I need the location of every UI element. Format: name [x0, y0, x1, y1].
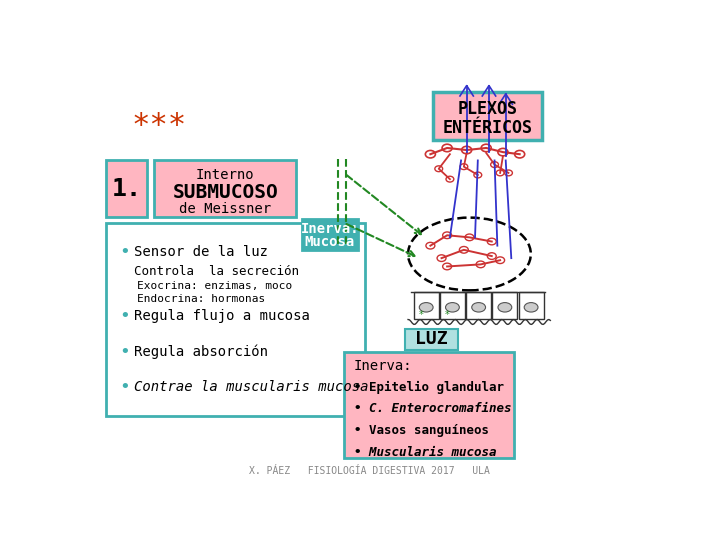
Ellipse shape [419, 302, 433, 312]
Text: Endocrina: hormonas: Endocrina: hormonas [138, 294, 266, 304]
Bar [414, 293, 438, 320]
Text: • Epitelio glandular: • Epitelio glandular [354, 381, 504, 394]
Text: 1.: 1. [112, 177, 142, 200]
FancyBboxPatch shape [154, 160, 297, 217]
FancyBboxPatch shape [405, 329, 458, 349]
Text: PLEXOS: PLEXOS [458, 99, 518, 118]
Text: ENTÉRICOS: ENTÉRICOS [443, 119, 533, 137]
Text: •: • [120, 307, 130, 326]
Bar [466, 293, 491, 320]
Text: Regula absorción: Regula absorción [133, 345, 268, 359]
Text: X. PÁEZ   FISIOLOGÍA DIGESTIVA 2017   ULA: X. PÁEZ FISIOLOGÍA DIGESTIVA 2017 ULA [248, 465, 490, 476]
Bar [492, 293, 518, 320]
Text: Inerva:: Inerva: [301, 221, 359, 235]
Text: Sensor de la luz: Sensor de la luz [133, 245, 268, 259]
Text: SUBMUCOSO: SUBMUCOSO [173, 183, 278, 202]
Text: Interno: Interno [196, 168, 255, 182]
Ellipse shape [498, 302, 512, 312]
Bar [518, 293, 544, 320]
Text: Controla  la secreción: Controla la secreción [133, 265, 299, 278]
Text: • C. Enterocromafines: • C. Enterocromafines [354, 402, 511, 415]
Ellipse shape [472, 302, 485, 312]
FancyBboxPatch shape [302, 219, 358, 250]
Text: •: • [120, 343, 130, 361]
FancyBboxPatch shape [106, 160, 148, 217]
Text: de Meissner: de Meissner [179, 202, 271, 216]
Bar [440, 293, 465, 320]
Text: •: • [120, 243, 130, 261]
FancyBboxPatch shape [344, 352, 514, 458]
Text: Mucosa: Mucosa [305, 235, 355, 249]
Text: Contrae la muscularis mucosa: Contrae la muscularis mucosa [133, 380, 368, 394]
Text: ***: *** [132, 111, 187, 140]
FancyBboxPatch shape [433, 92, 542, 140]
Text: Exocrina: enzimas, moco: Exocrina: enzimas, moco [138, 281, 292, 292]
Text: *: * [445, 310, 450, 320]
Text: *: * [419, 310, 423, 320]
Text: •: • [120, 378, 130, 396]
Ellipse shape [446, 302, 459, 312]
Text: • Muscularis mucosa: • Muscularis mucosa [354, 446, 496, 458]
Text: • Vasos sanguíneos: • Vasos sanguíneos [354, 424, 489, 437]
Text: Inerva:: Inerva: [354, 359, 413, 373]
Ellipse shape [524, 302, 538, 312]
Text: LUZ: LUZ [415, 330, 448, 348]
Text: Regula flujo a mucosa: Regula flujo a mucosa [133, 309, 310, 323]
